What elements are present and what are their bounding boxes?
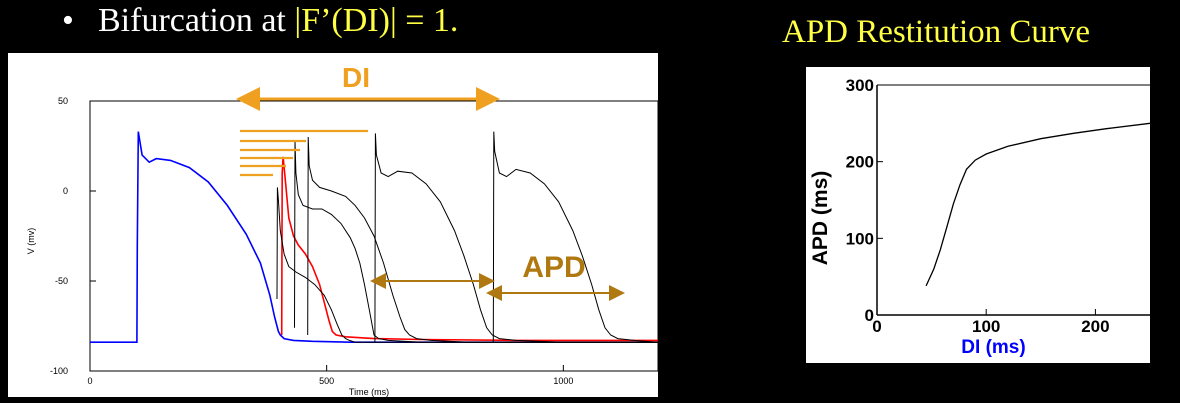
- action-potential-chart: 0 500 1000 50 0 -50 -100 Time (ms) V (mv) DI APD: [8, 53, 659, 397]
- y-tick-label: 300: [846, 76, 874, 95]
- restitution-title: APD Restitution Curve: [782, 14, 1091, 50]
- restitution-chart: 0 100 200 0 100 200 300 DI (ms) APD (ms): [806, 67, 1151, 363]
- x-tick-label: 0: [87, 376, 92, 386]
- ap-trace-1: [90, 131, 658, 344]
- x-axis-label: DI (ms): [961, 337, 1025, 358]
- ap-trace-2: [280, 156, 658, 342]
- x-tick-label: 100: [972, 317, 1000, 336]
- x-tick-label: 0: [872, 317, 881, 336]
- y-tick-label: 0: [865, 306, 874, 325]
- bullet-glyph: •: [62, 2, 74, 39]
- bullet-prefix: Bifurcation at: [98, 2, 295, 39]
- x-tick-label: 500: [319, 376, 334, 386]
- ap-trace-4: [294, 140, 658, 343]
- restitution-curve-1: [925, 122, 1151, 287]
- x-tick-label: 200: [1081, 317, 1109, 336]
- y-tick-label: -100: [50, 366, 68, 376]
- ap-trace-3: [276, 187, 658, 343]
- y-tick-label: -50: [55, 276, 68, 286]
- y-tick-label: 50: [58, 96, 68, 106]
- x-tick-label: 1000: [553, 376, 573, 386]
- ap-trace-7: [492, 131, 659, 343]
- ap-trace-5: [307, 136, 658, 343]
- y-tick-label: 200: [846, 153, 874, 172]
- y-axis-label: V (mv): [26, 228, 36, 255]
- y-tick-label: 100: [846, 229, 874, 248]
- restitution-svg: 0 100 200 0 100 200 300 DI (ms) APD (ms): [809, 76, 1151, 358]
- ap-trace-6: [374, 133, 658, 343]
- y-axis-label: APD (ms): [809, 171, 832, 266]
- bullet-highlight: |F’(DI)| = 1.: [294, 2, 459, 39]
- x-axis-label: Time (ms): [349, 387, 389, 397]
- di-label: DI: [342, 62, 370, 93]
- y-tick-label: 0: [63, 186, 68, 196]
- apd-label: APD: [522, 251, 585, 284]
- bullet-line: • Bifurcation at |F’(DI)| = 1.: [62, 2, 458, 40]
